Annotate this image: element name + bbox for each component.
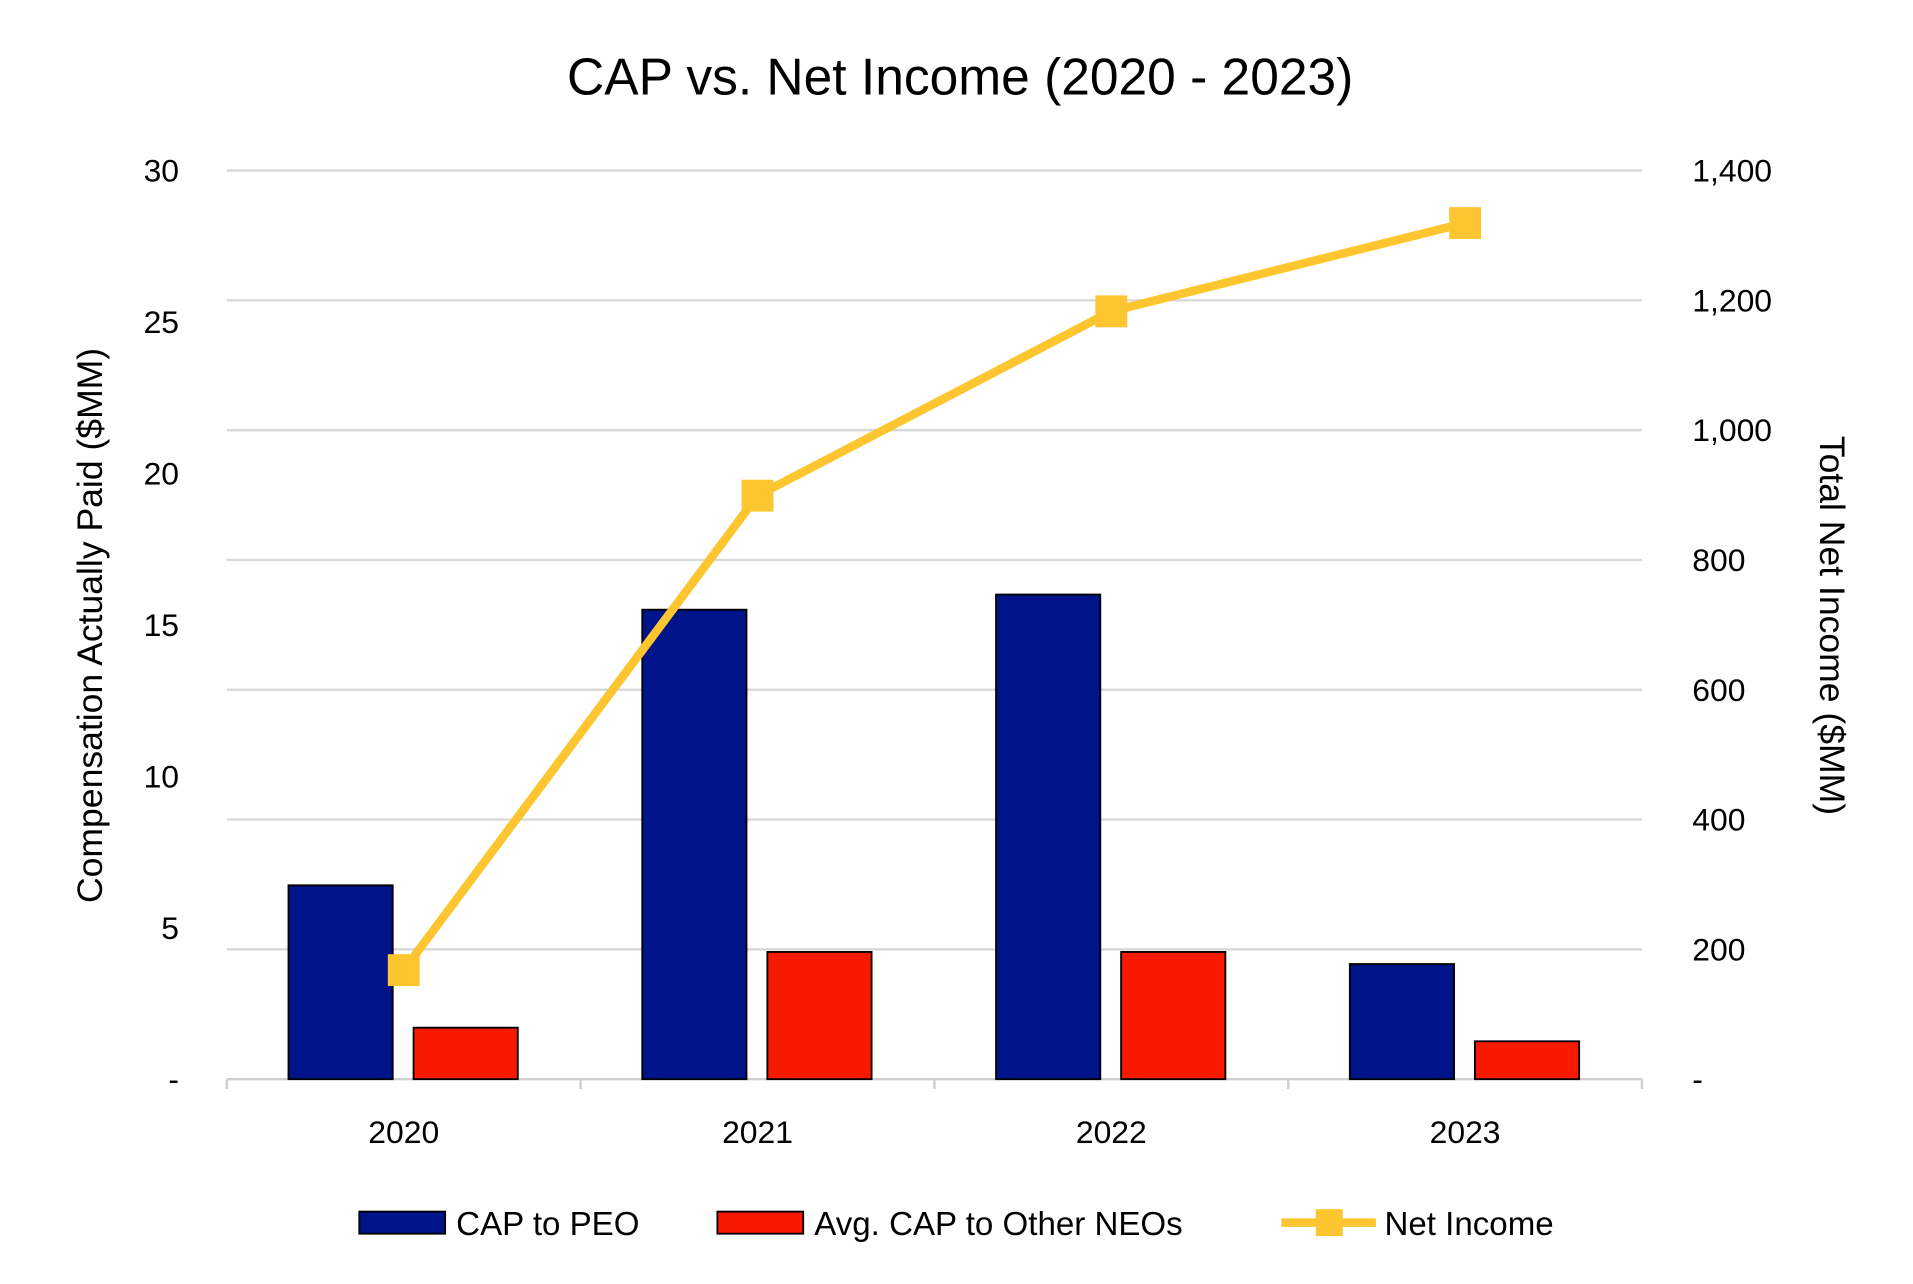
left-tick-label: 25 [144,304,179,340]
net-income-marker-2023 [1449,207,1482,240]
left-tick-label: 15 [144,607,179,643]
left-axis-ticks: - 5 10 15 20 25 30 [144,153,179,1098]
x-axis: 2020 2021 2022 2023 [225,1079,1644,1150]
right-tick-label: 600 [1692,672,1745,708]
x-tick-label: 2021 [722,1114,793,1150]
x-tick-label: 2022 [1076,1114,1147,1150]
net-income-marker-2020 [387,954,420,987]
bar-avg-cap-to-other-neos-2022 [1120,951,1227,1081]
bar-cap-to-peo-2023 [1348,963,1455,1081]
bar-avg-cap-to-other-neos-2020 [412,1026,519,1081]
net-income-line [387,207,1482,987]
right-tick-label: 1,200 [1692,282,1772,318]
right-axis-ticks: - 200 400 600 800 1,000 1,200 1,400 [1692,153,1772,1098]
left-tick-label: 30 [144,153,179,189]
legend-label-cap-peo: CAP to PEO [456,1206,639,1243]
right-tick-label: 200 [1692,931,1745,967]
legend-label-avg-cap-neos: Avg. CAP to Other NEOs [814,1206,1182,1243]
right-tick-label: 1,000 [1692,412,1772,448]
bar-cap-to-peo-2021 [641,608,748,1081]
legend-swatch-cap-peo [358,1210,447,1235]
net-income-marker-2022 [1095,295,1128,328]
left-tick-label: 20 [144,455,179,491]
net-income-marker-2021 [741,479,774,512]
legend-marker-net-income [1315,1209,1343,1237]
left-tick-label: 10 [144,758,179,794]
left-axis-label: Compensation Actually Paid ($MM) [70,348,110,903]
bar-avg-cap-to-other-neos-2021 [766,951,873,1081]
right-tick-label: 800 [1692,542,1745,578]
left-tick-label: 5 [161,910,179,946]
bars [287,593,1581,1081]
right-tick-label: 400 [1692,802,1745,838]
legend-label-net-income: Net Income [1384,1206,1553,1243]
right-tick-label: - [1692,1061,1703,1097]
net-income-polyline [400,218,1467,973]
legend: CAP to PEO Avg. CAP to Other NEOs Net In… [358,1206,1554,1243]
right-tick-label: 1,400 [1692,153,1772,189]
bar-avg-cap-to-other-neos-2023 [1473,1040,1581,1081]
legend-swatch-avg-cap-neos [716,1210,805,1235]
x-tick-label: 2023 [1430,1114,1501,1150]
gridlines [226,169,1642,1081]
chart-title: CAP vs. Net Income (2020 - 2023) [567,47,1353,105]
x-tick-label: 2020 [368,1114,439,1150]
left-tick-label: - [168,1061,179,1097]
bar-cap-to-peo-2022 [995,593,1102,1081]
right-axis-label: Total Net Income ($MM) [1812,436,1852,815]
bar-cap-to-peo-2020 [287,884,394,1081]
